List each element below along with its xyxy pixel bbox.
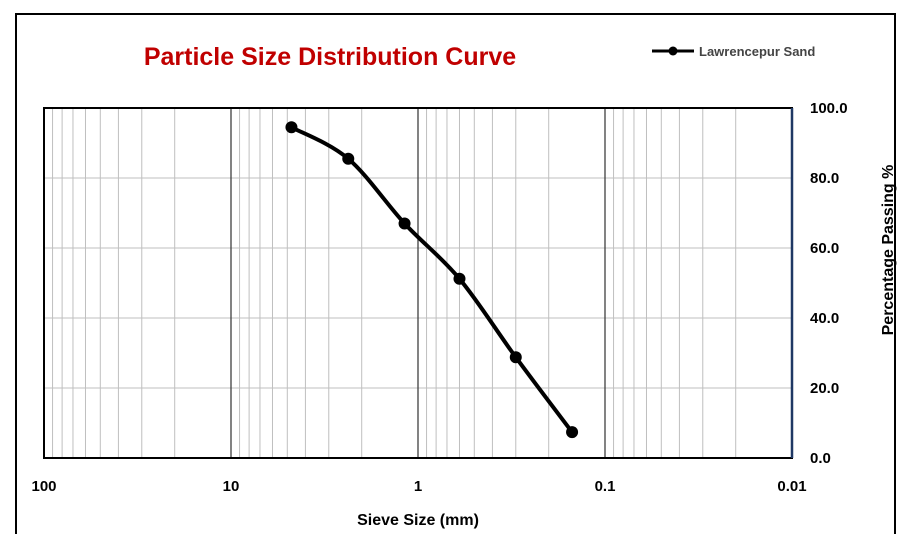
y-tick-label: 100.0 bbox=[810, 100, 848, 117]
data-point bbox=[398, 217, 411, 230]
chart-title: Particle Size Distribution Curve bbox=[144, 43, 516, 71]
legend: Lawrencepur Sand bbox=[652, 44, 815, 59]
x-tick-label: 10 bbox=[223, 478, 240, 495]
x-tick-label: 0.01 bbox=[777, 478, 806, 495]
y-axis-title: Percentage Passing % bbox=[880, 165, 897, 336]
legend-entry-label: Lawrencepur Sand bbox=[699, 44, 815, 59]
x-tick-label: 100 bbox=[31, 478, 56, 495]
y-tick-label: 0.0 bbox=[810, 450, 831, 467]
y-tick-label: 80.0 bbox=[810, 170, 839, 187]
grid-layer bbox=[43, 107, 793, 459]
x-axis-title: Sieve Size (mm) bbox=[357, 512, 479, 529]
y-tick-label: 40.0 bbox=[810, 310, 839, 327]
data-point bbox=[566, 426, 579, 439]
axis-layer: 0.0 20.0 40.0 60.0 80.0 100.0 100 10 1 0.1 0.01 bbox=[31, 100, 847, 495]
x-tick-label: 0.1 bbox=[595, 478, 616, 495]
series-layer bbox=[285, 121, 579, 439]
legend-marker-swatch bbox=[668, 46, 678, 56]
data-point bbox=[509, 351, 522, 364]
chart-area-border bbox=[15, 13, 896, 534]
y-tick-label: 60.0 bbox=[810, 240, 839, 257]
data-point bbox=[453, 272, 466, 285]
y-tick-label: 20.0 bbox=[810, 380, 839, 397]
data-point bbox=[285, 121, 298, 134]
data-point bbox=[342, 152, 355, 165]
x-tick-label: 1 bbox=[414, 478, 422, 495]
